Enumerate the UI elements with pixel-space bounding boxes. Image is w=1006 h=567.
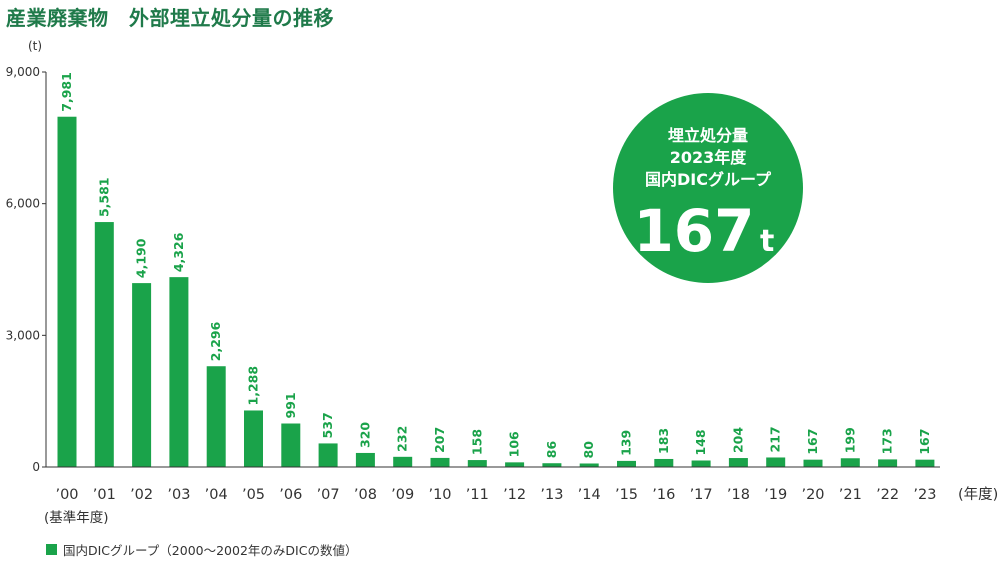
bar: [654, 458, 674, 467]
data-label: 232: [395, 426, 410, 452]
bar: [728, 458, 748, 467]
data-label: 167: [917, 429, 932, 455]
data-label: 86: [544, 441, 559, 459]
data-label: 5,581: [96, 178, 111, 218]
data-label: 320: [357, 422, 372, 448]
bar: [691, 460, 711, 467]
bar: [542, 463, 562, 467]
data-label: 991: [283, 392, 298, 418]
y-unit-label: (t): [28, 39, 42, 53]
x-tick-label: ’03: [167, 487, 190, 503]
bar: [57, 116, 77, 467]
data-label: 207: [432, 427, 447, 453]
bar: [244, 410, 263, 467]
legend: 国内DICグループ（2000～2002年のみDICの数値）: [46, 540, 357, 559]
data-label: 158: [469, 429, 484, 455]
y-tick-label: 0: [32, 460, 40, 474]
x-tick-label: ’01: [93, 487, 116, 503]
data-label: 4,326: [171, 232, 186, 272]
data-label: 139: [619, 430, 634, 456]
bar: [430, 457, 450, 467]
x-tick-label: ’13: [540, 487, 563, 503]
badge-circle: [613, 93, 803, 283]
data-label: 148: [693, 429, 708, 455]
data-label: 4,190: [134, 238, 149, 278]
x-tick-label: ’23: [913, 487, 936, 503]
data-label: 106: [507, 431, 522, 457]
bar: [393, 456, 413, 467]
x-tick-label: ’07: [317, 487, 340, 503]
x-tick-label: ’16: [652, 487, 675, 503]
x-tick-label: ’17: [690, 487, 713, 503]
x-axis: ’00 ’01 ’02 ’03 ’04 ’05 ’06 ’07 ’08 ’09 ’10 ’11 ’12 ’…: [44, 466, 998, 526]
bar: [579, 463, 599, 467]
x-tick-label: ’00: [55, 487, 78, 503]
bar: [206, 366, 226, 467]
bar: [355, 452, 375, 467]
x-tick-label: ’02: [130, 487, 153, 503]
data-label: 167: [805, 429, 820, 455]
x-tick-label: ’11: [466, 487, 489, 503]
legend-swatch: [46, 544, 57, 555]
bar: [617, 460, 636, 467]
y-tick-label: 6,000: [6, 197, 40, 211]
x-tick-label: ’20: [801, 487, 824, 503]
x-tick-label: ’06: [279, 487, 302, 503]
data-label: 80: [581, 441, 596, 459]
x-tick-label: ’15: [615, 487, 638, 503]
x-tick-label: ’22: [876, 487, 899, 503]
x-tick-label: ’05: [242, 487, 265, 503]
data-label: 217: [768, 426, 783, 452]
bars: [57, 116, 935, 467]
bar: [766, 457, 786, 467]
badge-value: 167: [633, 197, 754, 265]
bar: [915, 459, 935, 467]
data-label: 204: [730, 427, 745, 453]
x-tick-label: ’08: [354, 487, 377, 503]
bar: [132, 283, 152, 467]
data-label: 1,288: [246, 366, 261, 406]
data-label: 183: [656, 428, 671, 454]
data-label: 7,981: [59, 72, 74, 112]
legend-label: 国内DICグループ（2000～2002年のみDICの数値）: [63, 543, 358, 558]
data-label: 173: [880, 428, 895, 454]
badge-line: 埋立処分量: [668, 126, 748, 145]
x-tick-label: ’18: [727, 487, 750, 503]
data-labels: 7,981 5,581 4,190 4,326 2,296 1,288 991 537 320 2…: [59, 72, 932, 458]
x-tick-label: ’19: [764, 487, 787, 503]
bar: [840, 458, 860, 467]
x-tick-label: ’21: [839, 487, 862, 503]
bar: [281, 423, 301, 467]
badge-line: 2023年度: [670, 148, 748, 167]
y-axis: 0 3,000 6,000 9,000 (t): [6, 39, 47, 474]
base-year-note: (基準年度): [44, 509, 109, 526]
data-label: 537: [320, 412, 335, 438]
x-tick-label: ’14: [578, 487, 601, 503]
chart-title: 産業廃棄物 外部埋立処分量の推移: [6, 6, 334, 30]
bar: [803, 459, 823, 467]
y-tick-label: 9,000: [6, 65, 40, 79]
data-label: 199: [842, 427, 857, 453]
badge-line: 国内DICグループ: [645, 170, 772, 189]
bar: [878, 459, 898, 467]
x-tick-label: ’09: [391, 487, 414, 503]
y-tick-label: 3,000: [6, 328, 40, 342]
bar: [318, 443, 338, 467]
bar: [94, 222, 114, 467]
data-label: 2,296: [208, 321, 223, 361]
x-tick-label: ’12: [503, 487, 526, 503]
bar: [169, 277, 189, 467]
bar: [505, 462, 525, 467]
x-tick-label: ’10: [428, 487, 451, 503]
badge-unit: t: [760, 224, 774, 259]
bar: [467, 460, 487, 467]
x-unit-label: (年度): [958, 486, 998, 503]
x-tick-label: ’04: [205, 487, 228, 503]
